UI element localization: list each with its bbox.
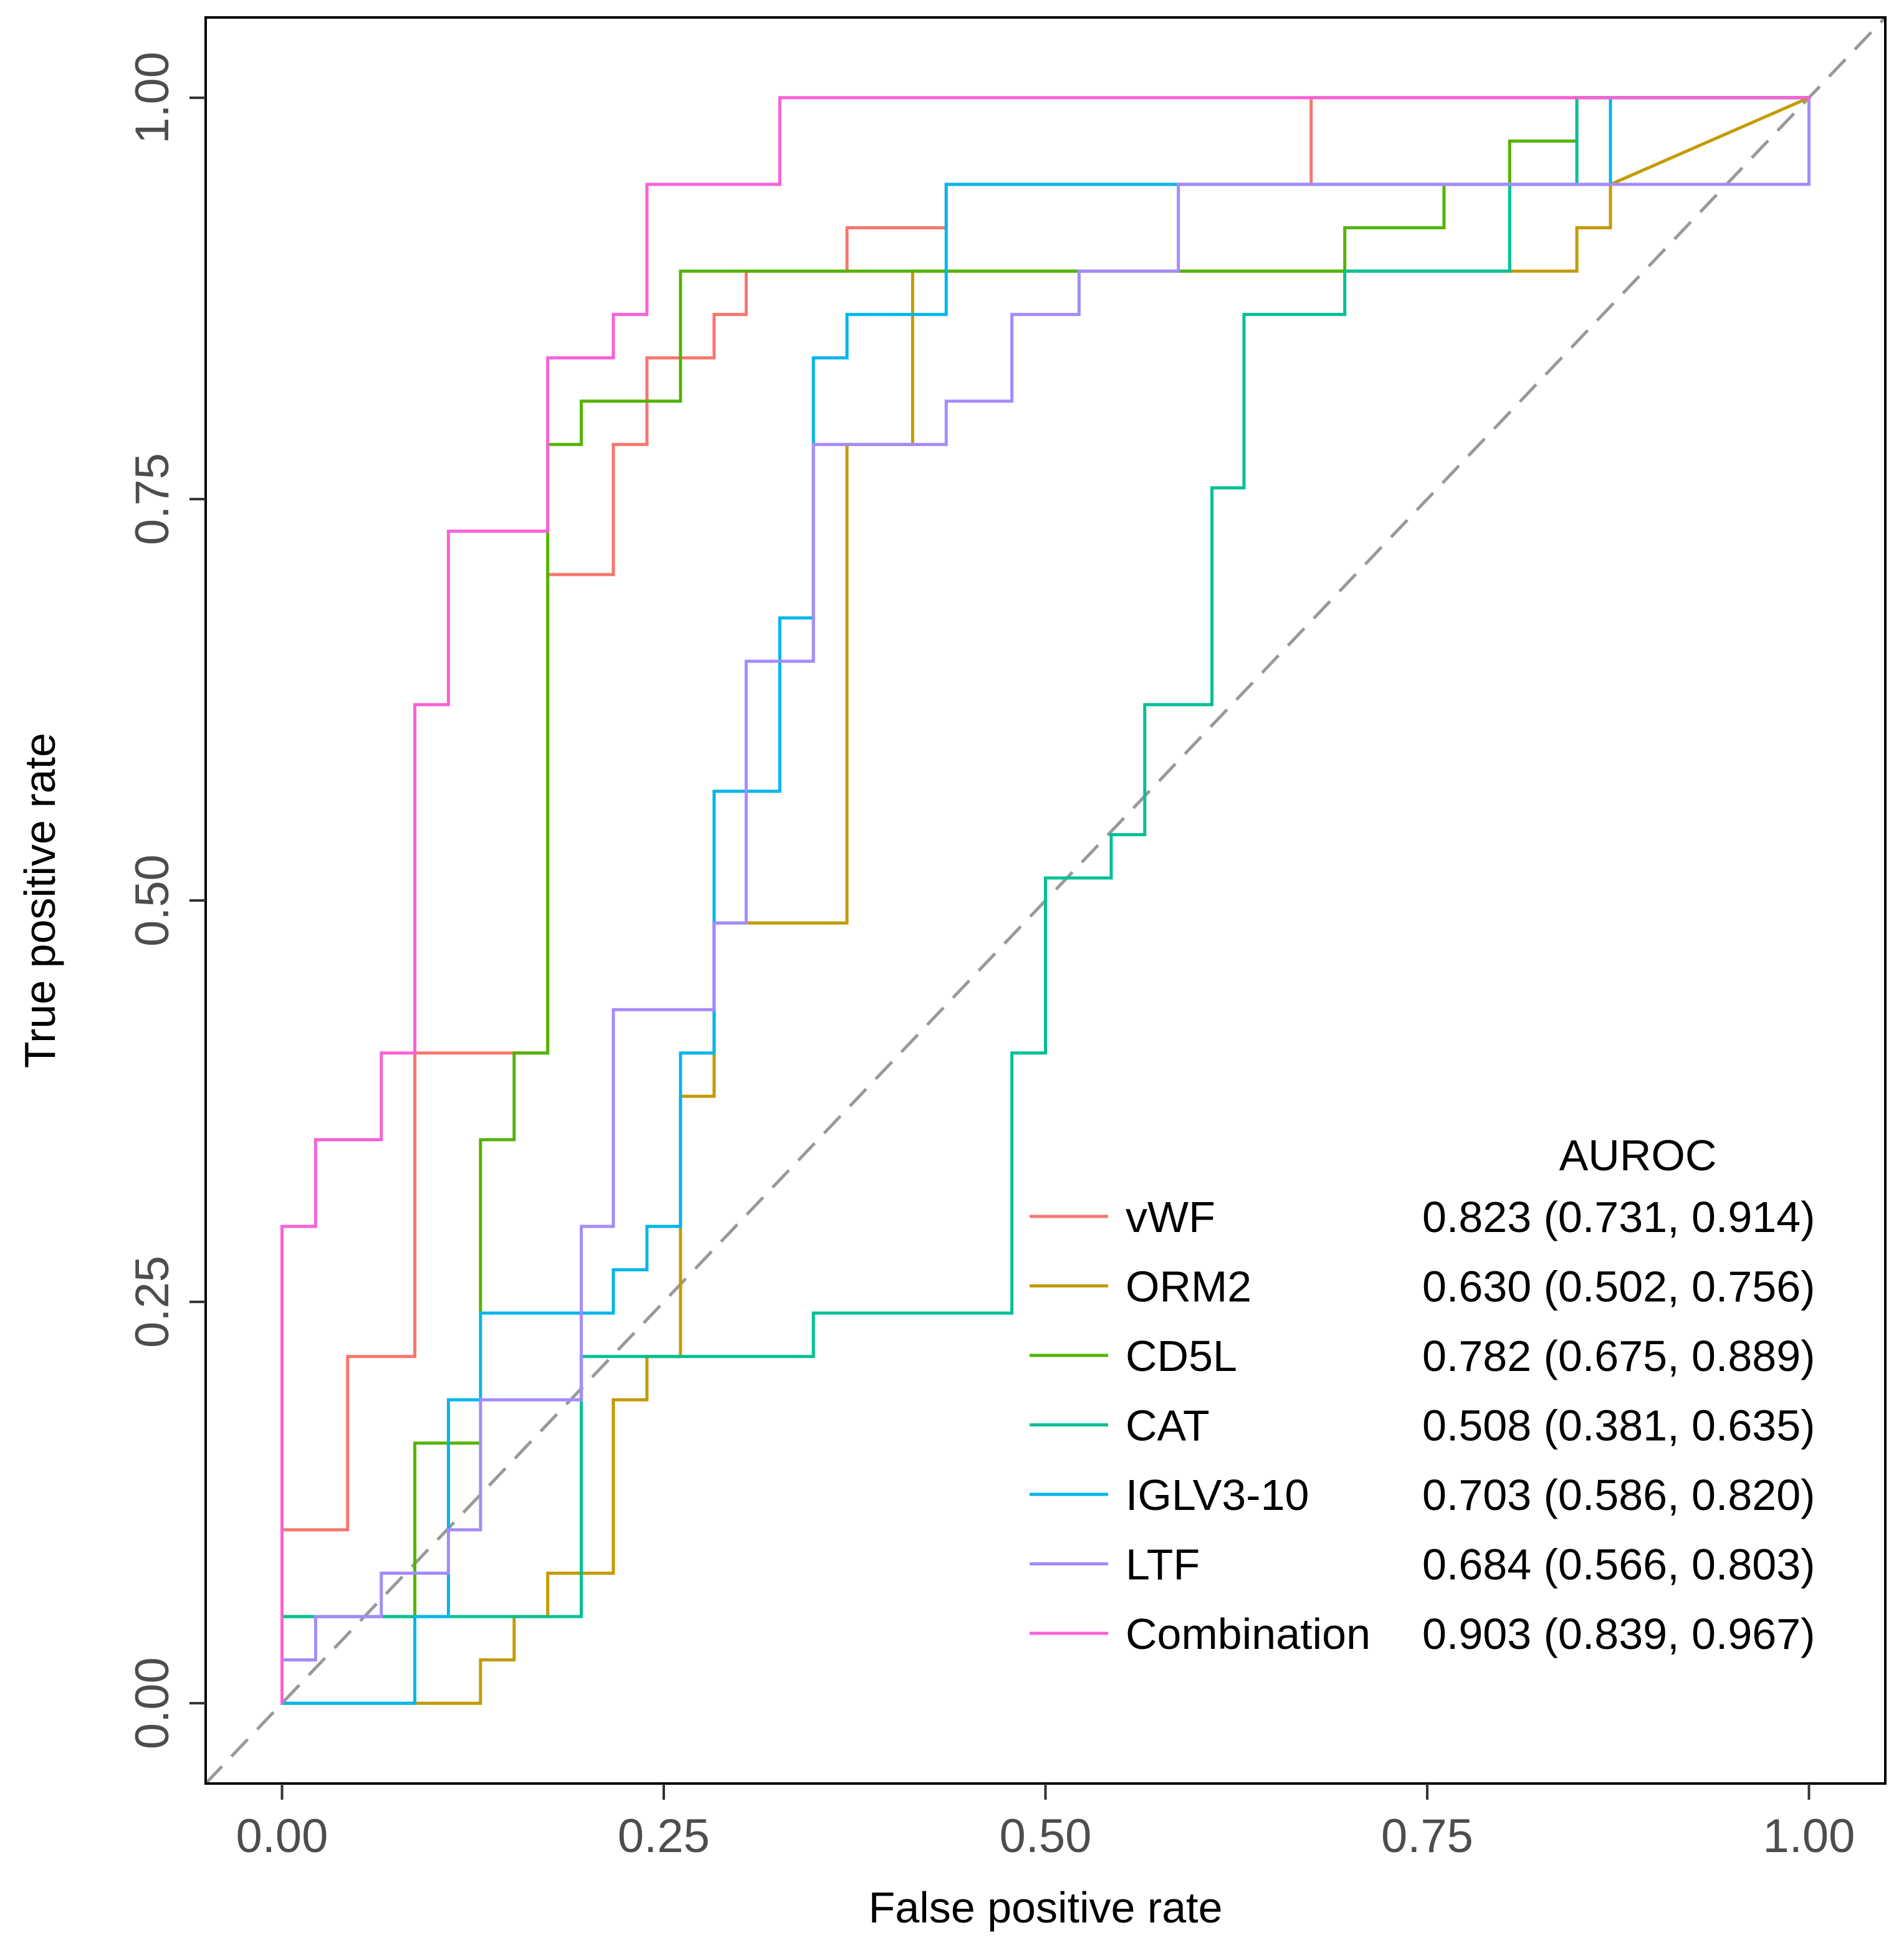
legend-series-name: CD5L bbox=[1126, 1332, 1237, 1380]
legend-series-name: CAT bbox=[1126, 1402, 1210, 1450]
roc-line-iglv3-10 bbox=[280, 96, 1811, 1705]
legend: AUROC vWF 0.823 (0.731, 0.914) ORM2 0.630 (… bbox=[1030, 1131, 1815, 1658]
legend-auroc-value: 0.508 (0.381, 0.635) bbox=[1422, 1402, 1815, 1450]
roc-line-ltf bbox=[280, 96, 1811, 1705]
y-tick-label: 0.25 bbox=[126, 1256, 179, 1348]
legend-auroc-value: 0.782 (0.675, 0.889) bbox=[1422, 1332, 1815, 1380]
y-tick-label: 0.50 bbox=[126, 854, 179, 947]
x-tick-label: 0.25 bbox=[618, 1810, 710, 1863]
roc-line-cat bbox=[280, 96, 1811, 1705]
legend-title: AUROC bbox=[1559, 1131, 1717, 1180]
y-tick-label: 0.75 bbox=[126, 453, 179, 545]
roc-line-cd5l bbox=[280, 96, 1811, 1705]
legend-auroc-value: 0.903 (0.839, 0.967) bbox=[1422, 1610, 1815, 1658]
y-tick-label: 0.00 bbox=[126, 1657, 179, 1749]
x-tick-label: 0.50 bbox=[1000, 1810, 1092, 1863]
legend-series-name: ORM2 bbox=[1126, 1263, 1251, 1311]
legend-auroc-value: 0.630 (0.502, 0.756) bbox=[1422, 1263, 1815, 1311]
legend-auroc-value: 0.703 (0.586, 0.820) bbox=[1422, 1471, 1815, 1519]
y-tick-label: 1.00 bbox=[126, 52, 179, 144]
x-tick-label: 0.75 bbox=[1381, 1810, 1473, 1863]
legend-series-name: IGLV3-10 bbox=[1126, 1471, 1309, 1519]
x-tick-label: 0.00 bbox=[236, 1810, 328, 1863]
legend-series-name: Combination bbox=[1126, 1610, 1371, 1658]
roc-line-combination bbox=[280, 96, 1811, 1705]
y-axis-title: True positive rate bbox=[16, 733, 64, 1068]
x-axis-title: False positive rate bbox=[868, 1883, 1222, 1932]
legend-auroc-value: 0.823 (0.731, 0.914) bbox=[1422, 1193, 1815, 1241]
legend-series-name: vWF bbox=[1126, 1193, 1215, 1241]
legend-series-name: LTF bbox=[1126, 1540, 1200, 1589]
x-tick-label: 1.00 bbox=[1763, 1810, 1855, 1863]
legend-auroc-value: 0.684 (0.566, 0.803) bbox=[1422, 1540, 1815, 1589]
